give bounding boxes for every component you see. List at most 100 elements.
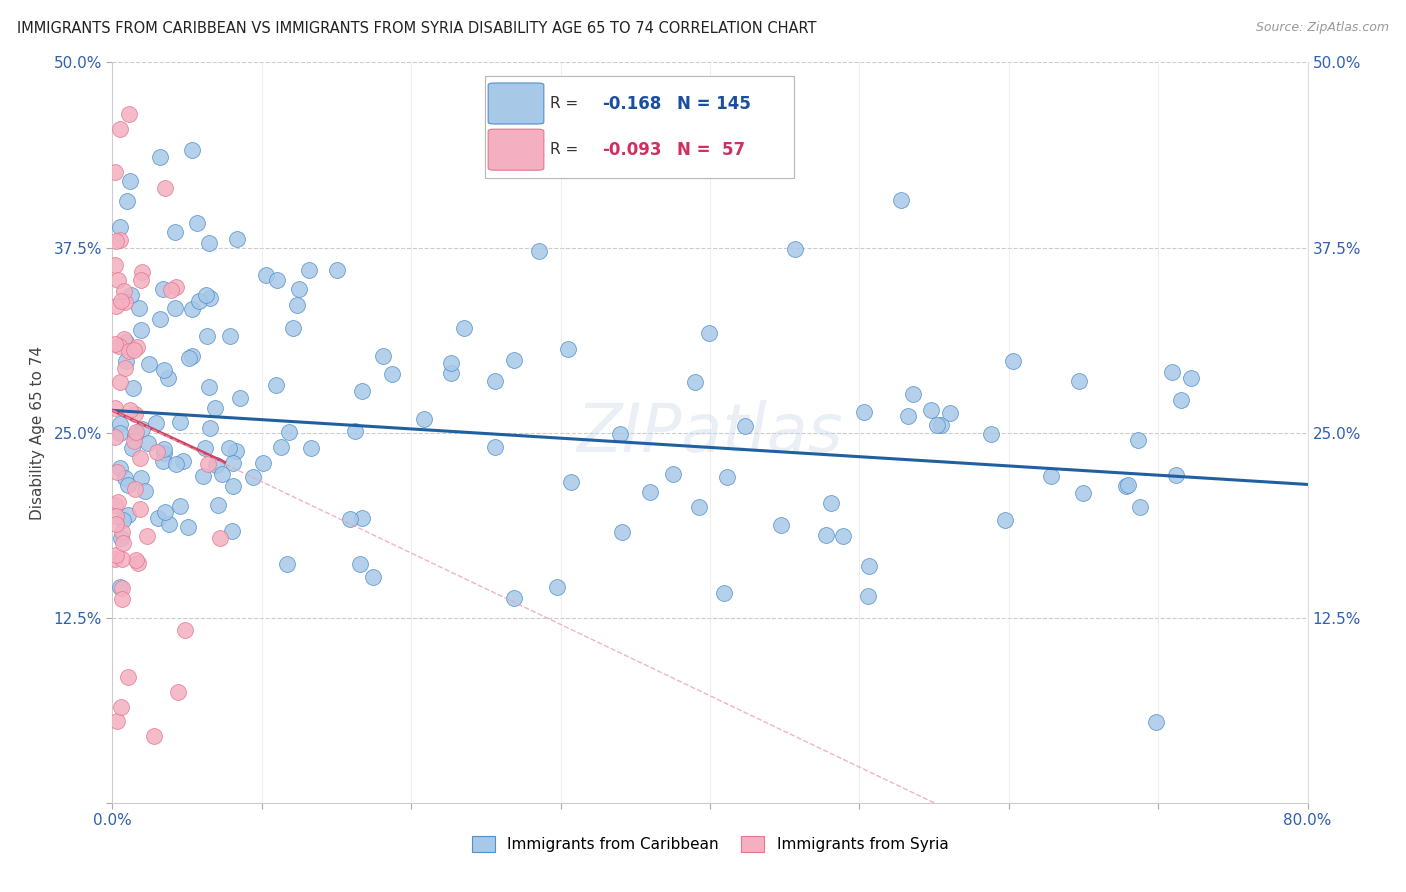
Point [111, 551, 134, 566]
Point [298, 263, 321, 277]
Point [858, 558, 880, 573]
Point [136, 529, 159, 543]
Point [153, 505, 176, 519]
Point [122, 381, 145, 395]
Point [169, 415, 191, 429]
Point [108, 376, 131, 390]
Point [1126, 433, 1149, 447]
Point [112, 285, 135, 299]
Point [683, 375, 706, 389]
Point [229, 391, 252, 405]
Text: -0.093: -0.093 [603, 141, 662, 159]
Point [785, 242, 807, 256]
Point [242, 470, 264, 484]
Point [1180, 370, 1202, 384]
Point [108, 220, 131, 235]
Point [440, 356, 463, 370]
Point [208, 531, 231, 545]
FancyBboxPatch shape [488, 83, 544, 124]
Point [107, 495, 129, 509]
Point [152, 454, 174, 468]
Point [129, 502, 152, 516]
Point [105, 548, 128, 562]
Point [124, 482, 146, 496]
Point [1170, 392, 1192, 407]
Point [890, 193, 912, 207]
Point [122, 343, 145, 357]
Point [145, 417, 167, 431]
FancyBboxPatch shape [488, 129, 544, 170]
Point [118, 174, 141, 188]
Point [152, 282, 174, 296]
Point [111, 524, 134, 539]
Point [108, 581, 131, 595]
Point [503, 591, 526, 605]
Point [381, 367, 404, 381]
Text: ZIPatlas: ZIPatlas [576, 400, 844, 466]
Point [270, 441, 292, 455]
Point [148, 511, 170, 525]
Point [105, 299, 128, 313]
Point [108, 425, 131, 440]
Point [283, 320, 305, 334]
Point [503, 353, 526, 368]
Point [194, 442, 217, 456]
Point [157, 371, 180, 385]
Point [288, 282, 311, 296]
Point [344, 424, 367, 438]
Point [115, 353, 138, 368]
Point [527, 244, 550, 259]
Point [104, 508, 127, 523]
Point [152, 442, 174, 456]
Text: R =: R = [550, 142, 578, 157]
Point [108, 338, 131, 352]
Point [104, 337, 127, 351]
Point [105, 517, 128, 532]
Point [207, 498, 229, 512]
Text: -0.168: -0.168 [603, 95, 662, 112]
Point [980, 427, 1002, 442]
Point [111, 591, 134, 606]
Point [155, 181, 177, 195]
Point [110, 294, 132, 309]
Point [815, 528, 838, 542]
Point [127, 556, 149, 570]
Point [125, 340, 148, 354]
Point [716, 151, 738, 165]
Point [165, 457, 187, 471]
Point [560, 475, 582, 489]
Point [172, 454, 194, 468]
Point [108, 233, 131, 247]
Point [104, 259, 127, 273]
Point [211, 467, 233, 481]
Point [716, 469, 738, 483]
Point [108, 122, 131, 136]
Point [131, 265, 153, 279]
Point [149, 150, 172, 164]
Point [413, 412, 436, 426]
Point [734, 418, 756, 433]
Point [197, 380, 219, 394]
Point [120, 403, 142, 417]
Point [105, 465, 128, 479]
Point [160, 283, 183, 297]
Point [104, 401, 127, 415]
Point [165, 225, 187, 239]
Point [352, 384, 374, 399]
Point [221, 524, 243, 538]
Point [115, 335, 138, 350]
Point [557, 342, 579, 356]
Point [856, 590, 879, 604]
Text: N =  57: N = 57 [676, 141, 745, 159]
FancyBboxPatch shape [485, 76, 794, 178]
Legend: Immigrants from Caribbean, Immigrants from Syria: Immigrants from Caribbean, Immigrants fr… [465, 830, 955, 858]
Point [153, 446, 176, 460]
Point [218, 441, 240, 455]
Point [111, 536, 134, 550]
Point [197, 457, 219, 471]
Point [1144, 715, 1167, 730]
Point [157, 516, 180, 531]
Point [191, 469, 214, 483]
Point [105, 714, 128, 729]
Point [146, 444, 169, 458]
